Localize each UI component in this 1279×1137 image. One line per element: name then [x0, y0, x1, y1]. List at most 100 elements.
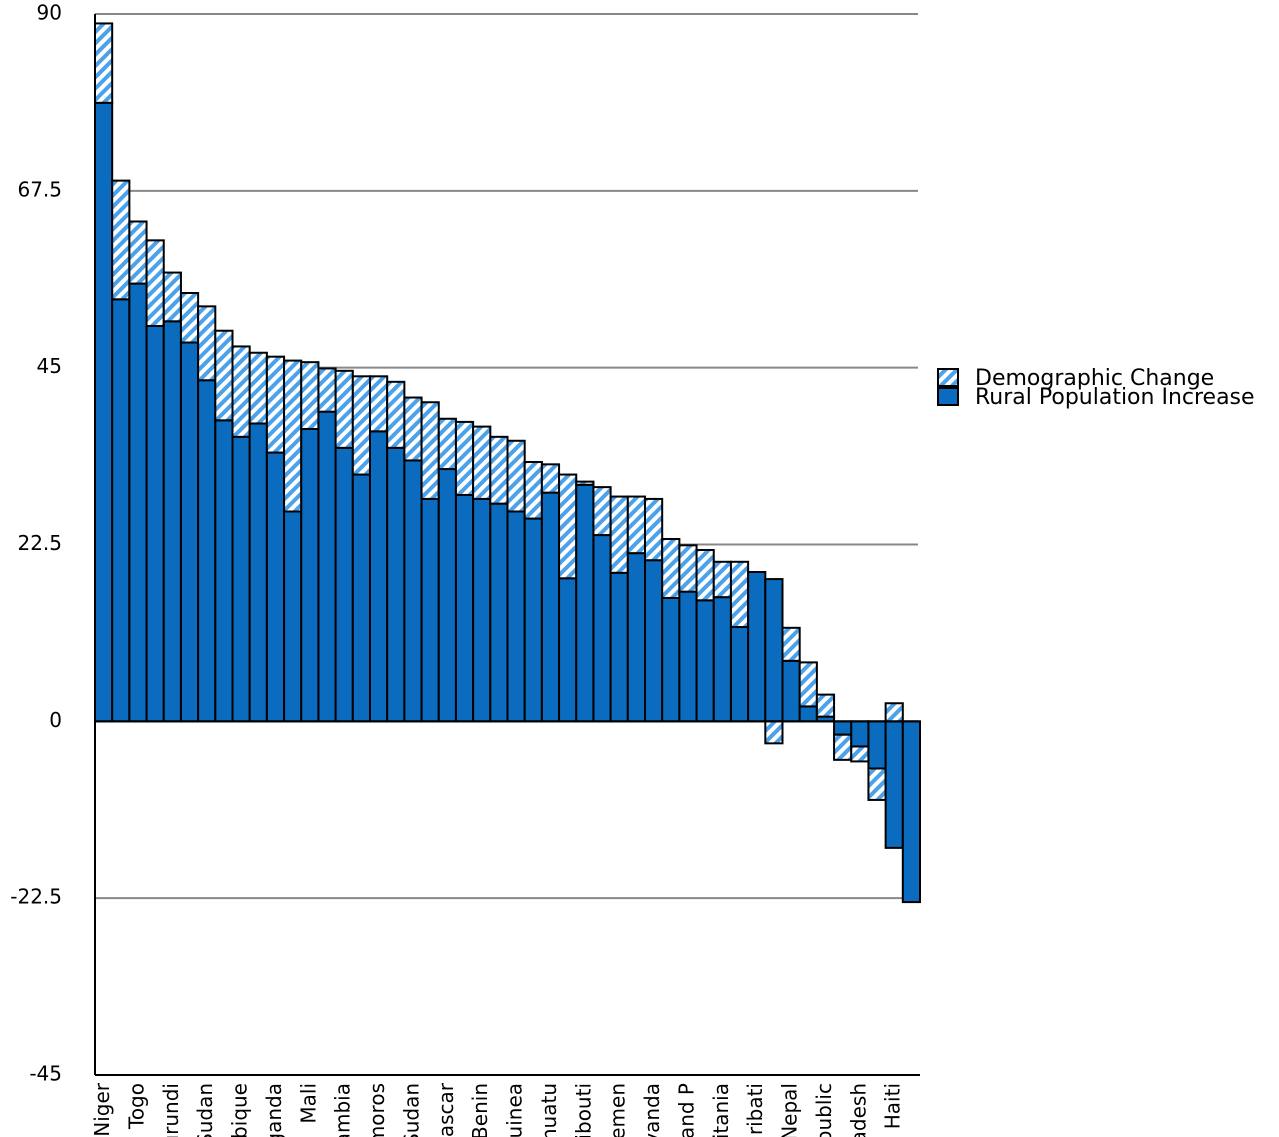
x-tick-label: nuatu	[537, 1083, 561, 1137]
bar-segment	[609, 495, 629, 574]
bar-segment	[884, 702, 904, 723]
x-tick-label: public	[812, 1083, 836, 1137]
bar-segment	[179, 292, 200, 344]
bar-segment	[94, 22, 114, 104]
y-tick-label: 0	[49, 708, 62, 732]
bar-segment	[454, 420, 475, 496]
bar-segment	[162, 271, 182, 323]
bar-segment	[833, 720, 853, 736]
bar-segment	[678, 544, 698, 593]
x-tick-label: Haiti	[881, 1083, 905, 1129]
bar-segment	[128, 282, 148, 723]
bar-segment	[901, 720, 921, 904]
bar-segment	[729, 626, 750, 723]
y-tick-label: 90	[37, 1, 62, 25]
bar-segment	[781, 626, 801, 662]
bar-segment	[558, 473, 578, 580]
bar-segment	[300, 427, 320, 723]
bar-segment	[283, 359, 303, 513]
bar-segment	[695, 549, 715, 602]
bar-segment	[798, 661, 818, 708]
x-tick-label: Niger	[90, 1082, 114, 1137]
bar-segment	[386, 446, 406, 723]
bar-segment	[644, 497, 664, 562]
x-tick-label: Sudan	[399, 1083, 423, 1137]
x-tick-label: ambia	[331, 1083, 355, 1137]
x-tick-label: Yemen	[606, 1083, 630, 1137]
x-tick-label: Benin	[468, 1083, 492, 1137]
bar-segment	[489, 435, 509, 505]
bar-segment	[678, 590, 698, 723]
legend-label: Rural Population Increase	[975, 385, 1255, 410]
bar-segment	[317, 410, 337, 723]
bar-segment	[265, 451, 286, 723]
bar-segment	[179, 341, 200, 723]
bar-segment	[764, 720, 784, 745]
bar-segment	[850, 745, 870, 763]
x-tick-label: and P	[674, 1083, 698, 1137]
legend-label: Demographic Change	[975, 366, 1214, 391]
bar-segment	[523, 460, 543, 520]
bar-segment	[833, 733, 853, 761]
bar-segment	[884, 720, 904, 849]
bar-segment	[626, 552, 646, 723]
x-tick-label: Sudan	[193, 1083, 217, 1137]
bar-segment	[798, 705, 818, 723]
bar-segment	[231, 435, 251, 723]
bar-segment	[506, 439, 526, 513]
bar-segment	[575, 483, 595, 723]
bar-segment	[283, 510, 303, 723]
bar-segment	[197, 379, 217, 723]
bar-segment	[592, 486, 612, 537]
legend-swatch	[937, 368, 959, 387]
bar-segment	[489, 502, 509, 723]
bar-segment	[558, 577, 578, 723]
bar-segment	[472, 425, 492, 500]
bar-segment	[540, 491, 561, 723]
bar-segment	[197, 305, 217, 382]
bar-segment	[540, 463, 561, 494]
x-tick-label: moros	[365, 1083, 389, 1137]
y-tick-label: 67.5	[17, 177, 62, 201]
bar-segment	[145, 325, 165, 723]
bar-segment	[265, 355, 286, 454]
bar-segment	[712, 560, 732, 599]
bar-segment	[764, 578, 784, 723]
x-tick-label: Mali	[296, 1083, 320, 1124]
bar-segment	[747, 571, 767, 723]
bar-segment	[334, 369, 354, 449]
bar-segment	[214, 419, 234, 723]
bar-segment	[815, 693, 836, 718]
bar-segment	[111, 298, 131, 723]
bar-segment	[94, 101, 114, 723]
bar-segment	[437, 468, 457, 723]
bar-segment	[695, 599, 715, 723]
bar-segment	[644, 559, 664, 723]
bar-segment	[403, 396, 423, 462]
y-tick-label: 45	[37, 354, 62, 378]
bar-segment	[661, 596, 681, 723]
bar-segment	[145, 239, 165, 328]
bar-segment	[781, 659, 801, 723]
bar-segment	[420, 401, 440, 500]
bar-segment	[454, 493, 475, 723]
x-tick-label: ibouti	[571, 1083, 595, 1137]
x-tick-label: uinea	[503, 1083, 527, 1137]
bar-segment	[248, 351, 268, 425]
legend-swatch	[937, 387, 959, 406]
bar-segment	[369, 430, 389, 723]
bar-segment	[506, 510, 526, 723]
bar-segment	[661, 537, 681, 599]
x-tick-label: adesh	[846, 1083, 870, 1137]
bar-segment	[712, 596, 732, 723]
y-tick-label: 22.5	[17, 531, 62, 555]
bar-segment	[351, 473, 371, 723]
bar-segment	[334, 446, 354, 723]
x-tick-label: gascar	[434, 1082, 458, 1137]
x-tick-label: bique	[228, 1083, 252, 1137]
bar-segment	[386, 380, 406, 449]
x-tick-label: itania	[709, 1083, 733, 1137]
bar-segment	[523, 517, 543, 723]
bar-segment	[300, 361, 320, 430]
